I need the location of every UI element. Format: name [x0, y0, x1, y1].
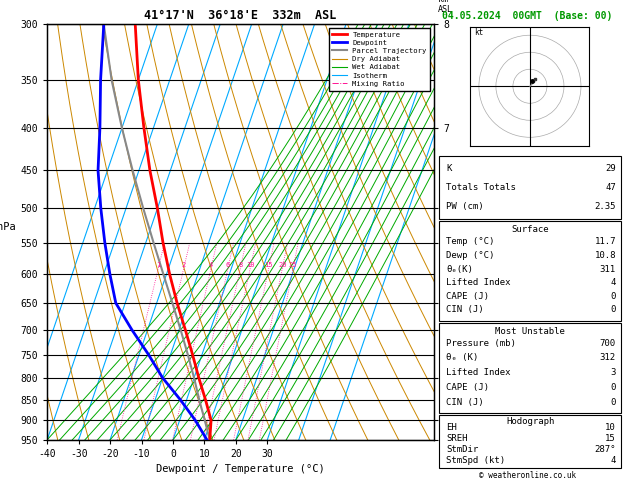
Text: EH: EH	[447, 423, 457, 432]
Text: CAPE (J): CAPE (J)	[447, 292, 489, 301]
Text: 6: 6	[226, 262, 230, 268]
Text: 4: 4	[611, 278, 616, 287]
Text: Mixing Ratio (g/kg): Mixing Ratio (g/kg)	[468, 206, 477, 300]
Legend: Temperature, Dewpoint, Parcel Trajectory, Dry Adiabat, Wet Adiabat, Isotherm, Mi: Temperature, Dewpoint, Parcel Trajectory…	[328, 28, 430, 90]
X-axis label: Dewpoint / Temperature (°C): Dewpoint / Temperature (°C)	[156, 465, 325, 474]
Text: km
ASL: km ASL	[438, 0, 453, 14]
Y-axis label: hPa: hPa	[0, 222, 16, 232]
Text: StmDir: StmDir	[447, 445, 479, 454]
Text: 0: 0	[611, 306, 616, 314]
Text: θₑ (K): θₑ (K)	[447, 353, 479, 363]
Text: 29: 29	[605, 164, 616, 174]
Text: CIN (J): CIN (J)	[447, 306, 484, 314]
Text: 47: 47	[605, 183, 616, 192]
Text: 312: 312	[600, 353, 616, 363]
Text: Dewp (°C): Dewp (°C)	[447, 251, 495, 260]
Text: 10: 10	[605, 423, 616, 432]
Text: 0: 0	[611, 398, 616, 407]
Text: 11.7: 11.7	[594, 237, 616, 246]
Text: CAPE (J): CAPE (J)	[447, 383, 489, 392]
Text: K: K	[447, 164, 452, 174]
Text: StmSpd (kt): StmSpd (kt)	[447, 456, 506, 465]
Text: © weatheronline.co.uk: © weatheronline.co.uk	[479, 471, 576, 480]
Text: 311: 311	[600, 264, 616, 274]
Text: 10: 10	[246, 262, 255, 268]
Text: 700: 700	[600, 339, 616, 347]
Text: 3: 3	[611, 368, 616, 377]
Text: 0: 0	[611, 292, 616, 301]
Text: Most Unstable: Most Unstable	[495, 327, 565, 336]
Text: PW (cm): PW (cm)	[447, 202, 484, 211]
Text: 2: 2	[182, 262, 186, 268]
Text: 20: 20	[278, 262, 287, 268]
Text: 287°: 287°	[594, 445, 616, 454]
Text: kt: kt	[474, 28, 483, 37]
Text: 8: 8	[238, 262, 243, 268]
Text: 1: 1	[156, 262, 160, 268]
Text: Lifted Index: Lifted Index	[447, 278, 511, 287]
Text: Hodograph: Hodograph	[506, 417, 554, 426]
Text: 25: 25	[289, 262, 298, 268]
Text: Lifted Index: Lifted Index	[447, 368, 511, 377]
Text: 0: 0	[611, 383, 616, 392]
Text: 04.05.2024  00GMT  (Base: 00): 04.05.2024 00GMT (Base: 00)	[442, 11, 612, 21]
Text: 10.8: 10.8	[594, 251, 616, 260]
Text: SREH: SREH	[447, 434, 468, 443]
Text: Totals Totals: Totals Totals	[447, 183, 516, 192]
Text: 15: 15	[265, 262, 273, 268]
Title: 41°17'N  36°18'E  332m  ASL: 41°17'N 36°18'E 332m ASL	[145, 9, 337, 22]
Text: CIN (J): CIN (J)	[447, 398, 484, 407]
Text: Temp (°C): Temp (°C)	[447, 237, 495, 246]
Text: θₑ(K): θₑ(K)	[447, 264, 473, 274]
Text: Pressure (mb): Pressure (mb)	[447, 339, 516, 347]
Text: Surface: Surface	[511, 225, 549, 234]
Text: 15: 15	[605, 434, 616, 443]
Text: 2.35: 2.35	[594, 202, 616, 211]
Text: 4: 4	[611, 456, 616, 465]
Text: 4: 4	[209, 262, 213, 268]
